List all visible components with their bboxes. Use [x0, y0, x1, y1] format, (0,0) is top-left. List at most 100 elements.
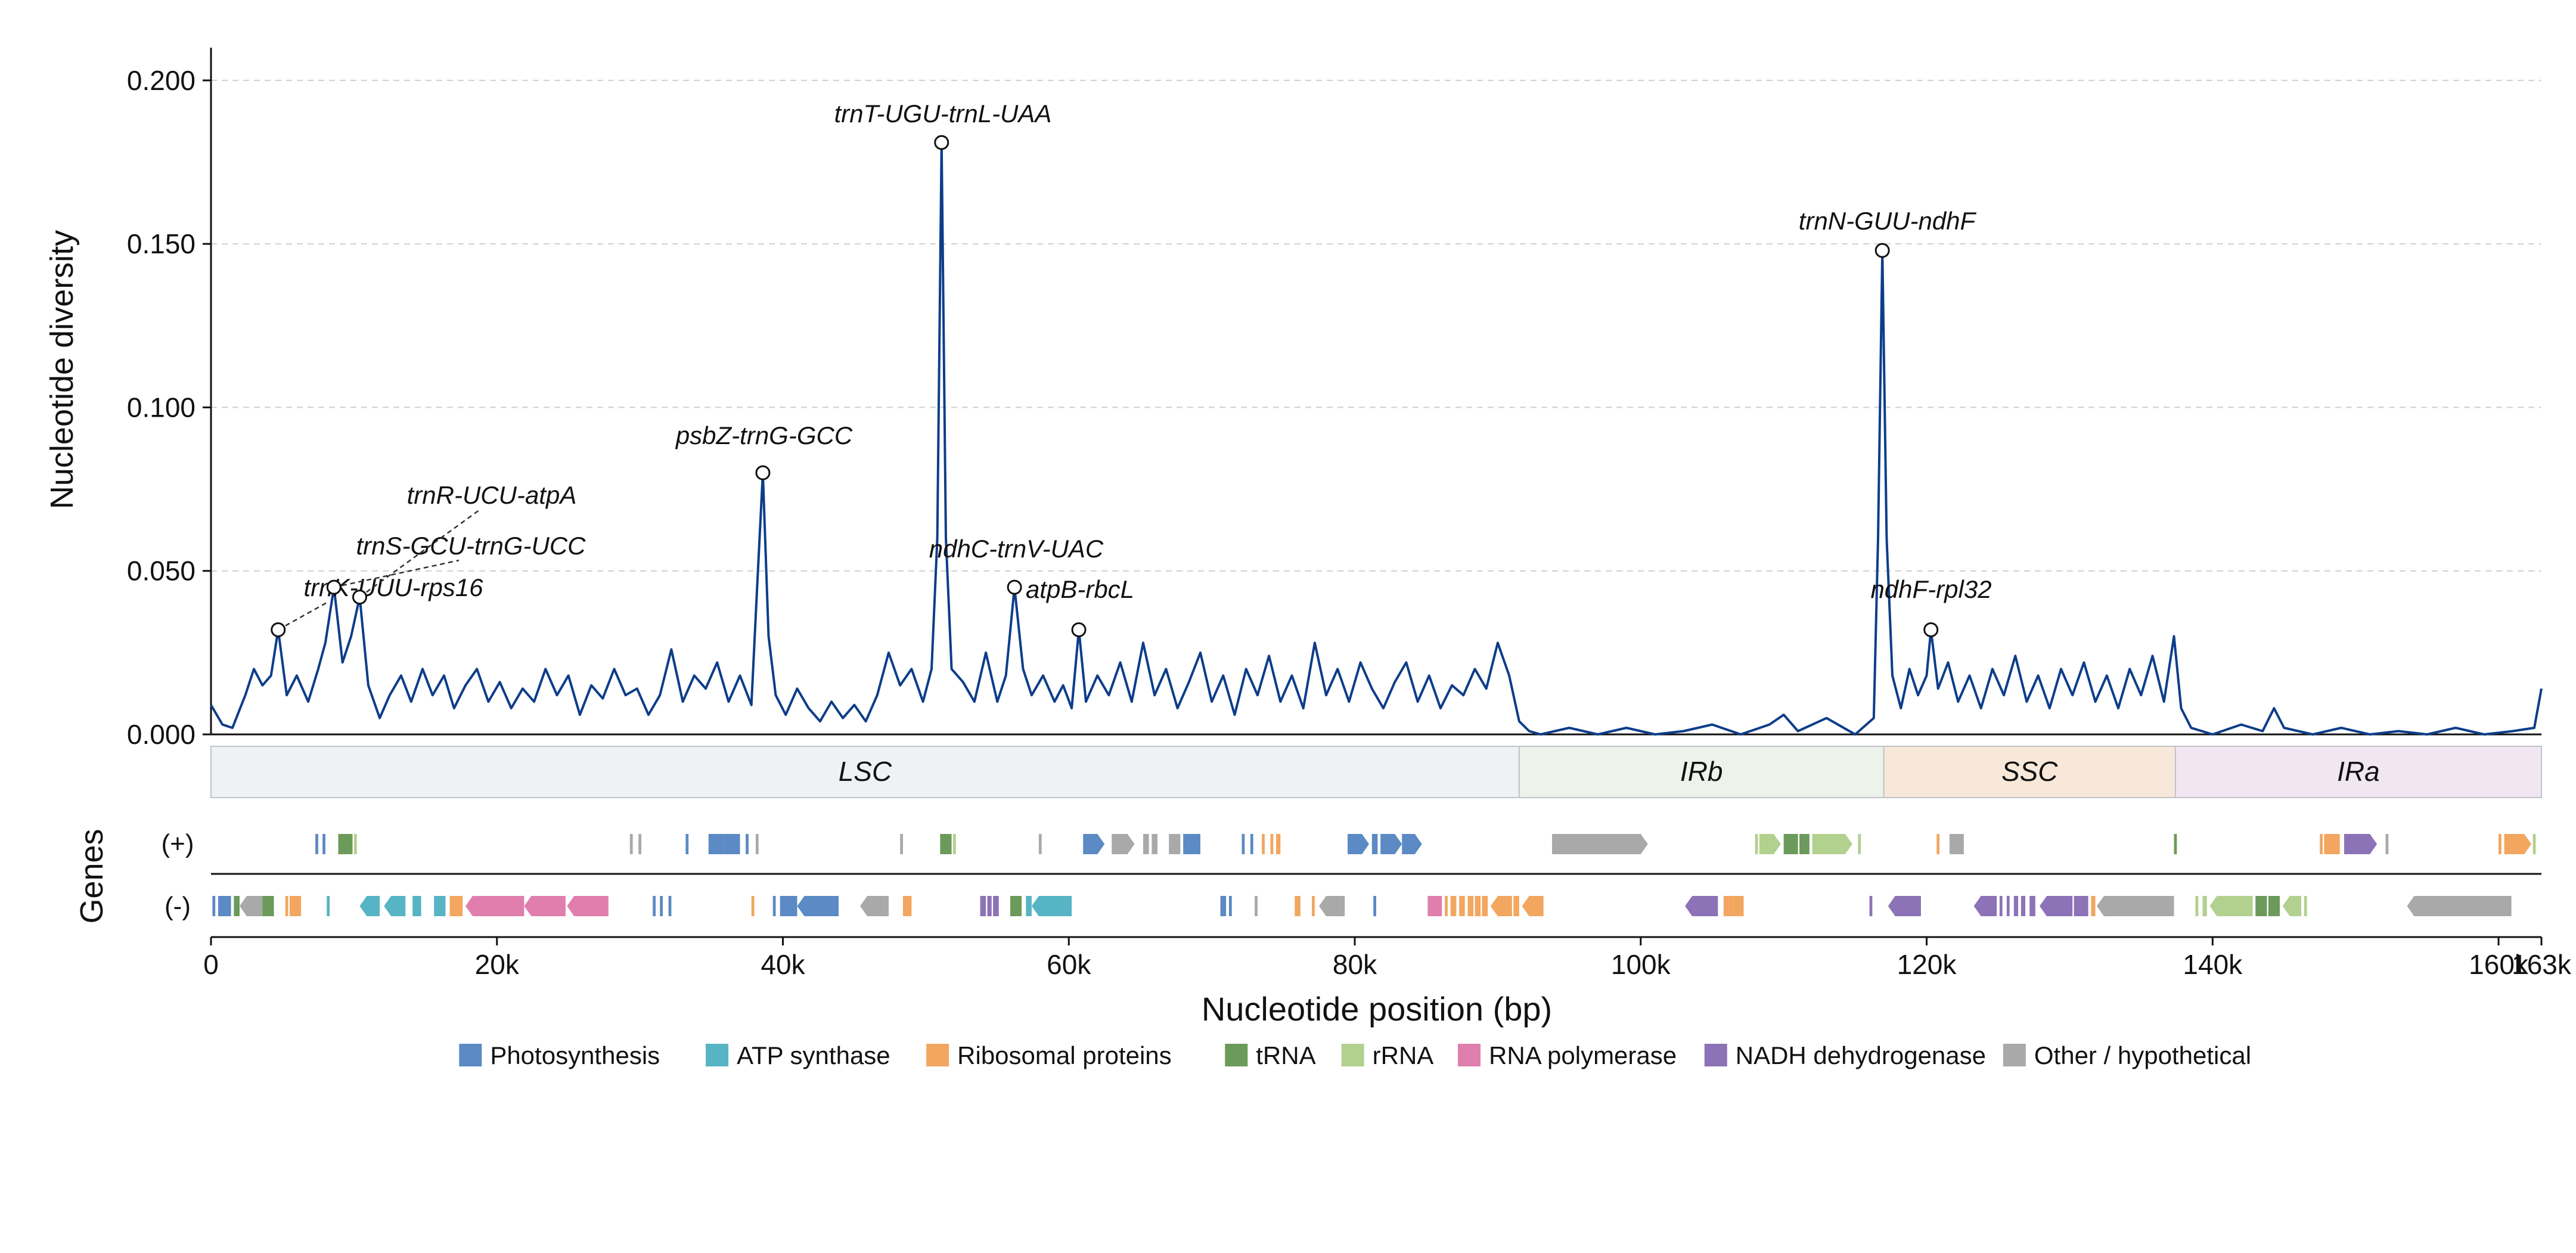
x-tick-label: 40k [761, 949, 805, 980]
gene-feature [1169, 834, 1181, 854]
gene-feature [653, 896, 656, 916]
legend-item-label: ATP synthase [737, 1041, 890, 1069]
gene-feature [2304, 896, 2307, 916]
gene-feature [2091, 896, 2096, 916]
peak-marker [1071, 622, 1087, 637]
peak-marker [1923, 622, 1939, 637]
gene-feature [1380, 834, 1402, 854]
gene-feature [315, 834, 318, 854]
peak-leader-line [334, 559, 460, 588]
diversity-line-layer [210, 141, 2543, 736]
legend-swatch [1458, 1044, 1481, 1066]
gene-feature [1522, 896, 1544, 916]
peak-label: trnN-GUU-ndhF [1799, 207, 1977, 235]
region-ira [2174, 746, 2542, 798]
diversity-series-line [210, 141, 2543, 736]
gene-feature [2074, 896, 2088, 916]
gene-feature [1152, 834, 1157, 854]
region-label: IRb [1680, 756, 1723, 787]
legend-item-label: Other / hypothetical [2034, 1041, 2251, 1069]
gene-feature [2195, 896, 2199, 916]
x-tick-label: 80k [1333, 949, 1377, 980]
gene-feature [1427, 896, 1442, 916]
gene-feature [1685, 896, 1718, 916]
gene-feature [239, 896, 263, 916]
gene-feature [724, 834, 740, 854]
gene-feature [2282, 896, 2302, 916]
gene-feature [797, 896, 839, 916]
gene-feature [1270, 834, 1274, 854]
gene-feature [1255, 896, 1258, 916]
gene-feature [2096, 896, 2174, 916]
x-tick-label: 120k [1897, 949, 1957, 980]
legend-item-label: Photosynthesis [490, 1041, 660, 1069]
peak-marker [1007, 579, 1022, 595]
gene-feature [1888, 896, 1921, 916]
gene-feature [629, 834, 633, 854]
gene-feature [1475, 896, 1481, 916]
x-tick-label: 60k [1047, 949, 1091, 980]
strand-plus-label: (+) [162, 829, 194, 858]
gene-feature [1319, 896, 1345, 916]
gene-feature [1755, 834, 1758, 854]
gene-feature [2209, 896, 2253, 916]
legend-item-label: RNA polymerase [1489, 1041, 1677, 1069]
gene-feature [1949, 834, 1964, 854]
gene-feature [903, 896, 912, 916]
legend-swatch [926, 1044, 949, 1066]
legend-swatch [459, 1044, 482, 1066]
gene-feature [980, 896, 986, 916]
y-tick-label: 0.000 [127, 719, 195, 750]
gene-feature [2268, 896, 2280, 916]
gene-feature [212, 896, 216, 916]
y-tick-label: 0.100 [127, 392, 195, 423]
gene-feature [1250, 834, 1253, 854]
gene-feature [524, 896, 566, 916]
gene-feature [1490, 896, 1512, 916]
gene-feature [1031, 896, 1072, 916]
gene-feature [1228, 896, 1232, 916]
peak-marker [352, 590, 367, 605]
peak-label: ndhC-trnV-UAC [929, 535, 1104, 563]
gene-feature [1799, 834, 1810, 854]
genes-track-label: Genes [74, 829, 110, 923]
gene-feature [449, 896, 463, 916]
peak-label: trnR-UCU-atpA [407, 481, 577, 509]
gene-feature [993, 896, 999, 916]
gene-feature [359, 896, 380, 916]
gene-feature [384, 896, 406, 916]
axes: 0.000 0.050 0.100 0.150 0.200 0 20k 40k 60k 80k 10… [127, 48, 2572, 980]
gene-feature [1812, 834, 1852, 854]
gene-feature [2407, 896, 2512, 916]
gene-feature [1295, 896, 1301, 916]
gene-feature [1183, 834, 1200, 854]
gene-feature [1026, 896, 1032, 916]
legend: Photosynthesis ATP synthase Ribosomal prot… [459, 1041, 2251, 1069]
gene-tracks [211, 834, 2541, 916]
region-bar: LSC IRb SSC IRa [210, 746, 2542, 798]
gene-feature [952, 834, 956, 854]
gene-feature [755, 834, 759, 854]
gene-feature [1373, 896, 1376, 916]
x-tick-label: 160k [2469, 949, 2529, 980]
region-ssc [1883, 746, 2176, 798]
gene-feature [1450, 896, 1457, 916]
region-label: IRa [2337, 756, 2380, 787]
gene-feature [660, 896, 663, 916]
x-axis-label: Nucleotide position (bp) [1202, 990, 1552, 1028]
gene-feature [218, 896, 231, 916]
gene-feature [434, 896, 446, 916]
gene-feature [780, 896, 797, 916]
gene-feature [2344, 834, 2378, 854]
legend-item-label: rRNA [1373, 1041, 1434, 1069]
gene-feature [1783, 834, 1798, 854]
gene-feature [289, 896, 302, 916]
peak-label: psbZ-trnG-GCC [675, 421, 853, 449]
legend-swatch [706, 1044, 729, 1066]
gene-feature [2499, 834, 2501, 854]
gene-feature [900, 834, 904, 854]
gene-feature [2029, 896, 2035, 916]
y-tick-label: 0.200 [127, 65, 195, 96]
gene-feature [285, 896, 288, 916]
